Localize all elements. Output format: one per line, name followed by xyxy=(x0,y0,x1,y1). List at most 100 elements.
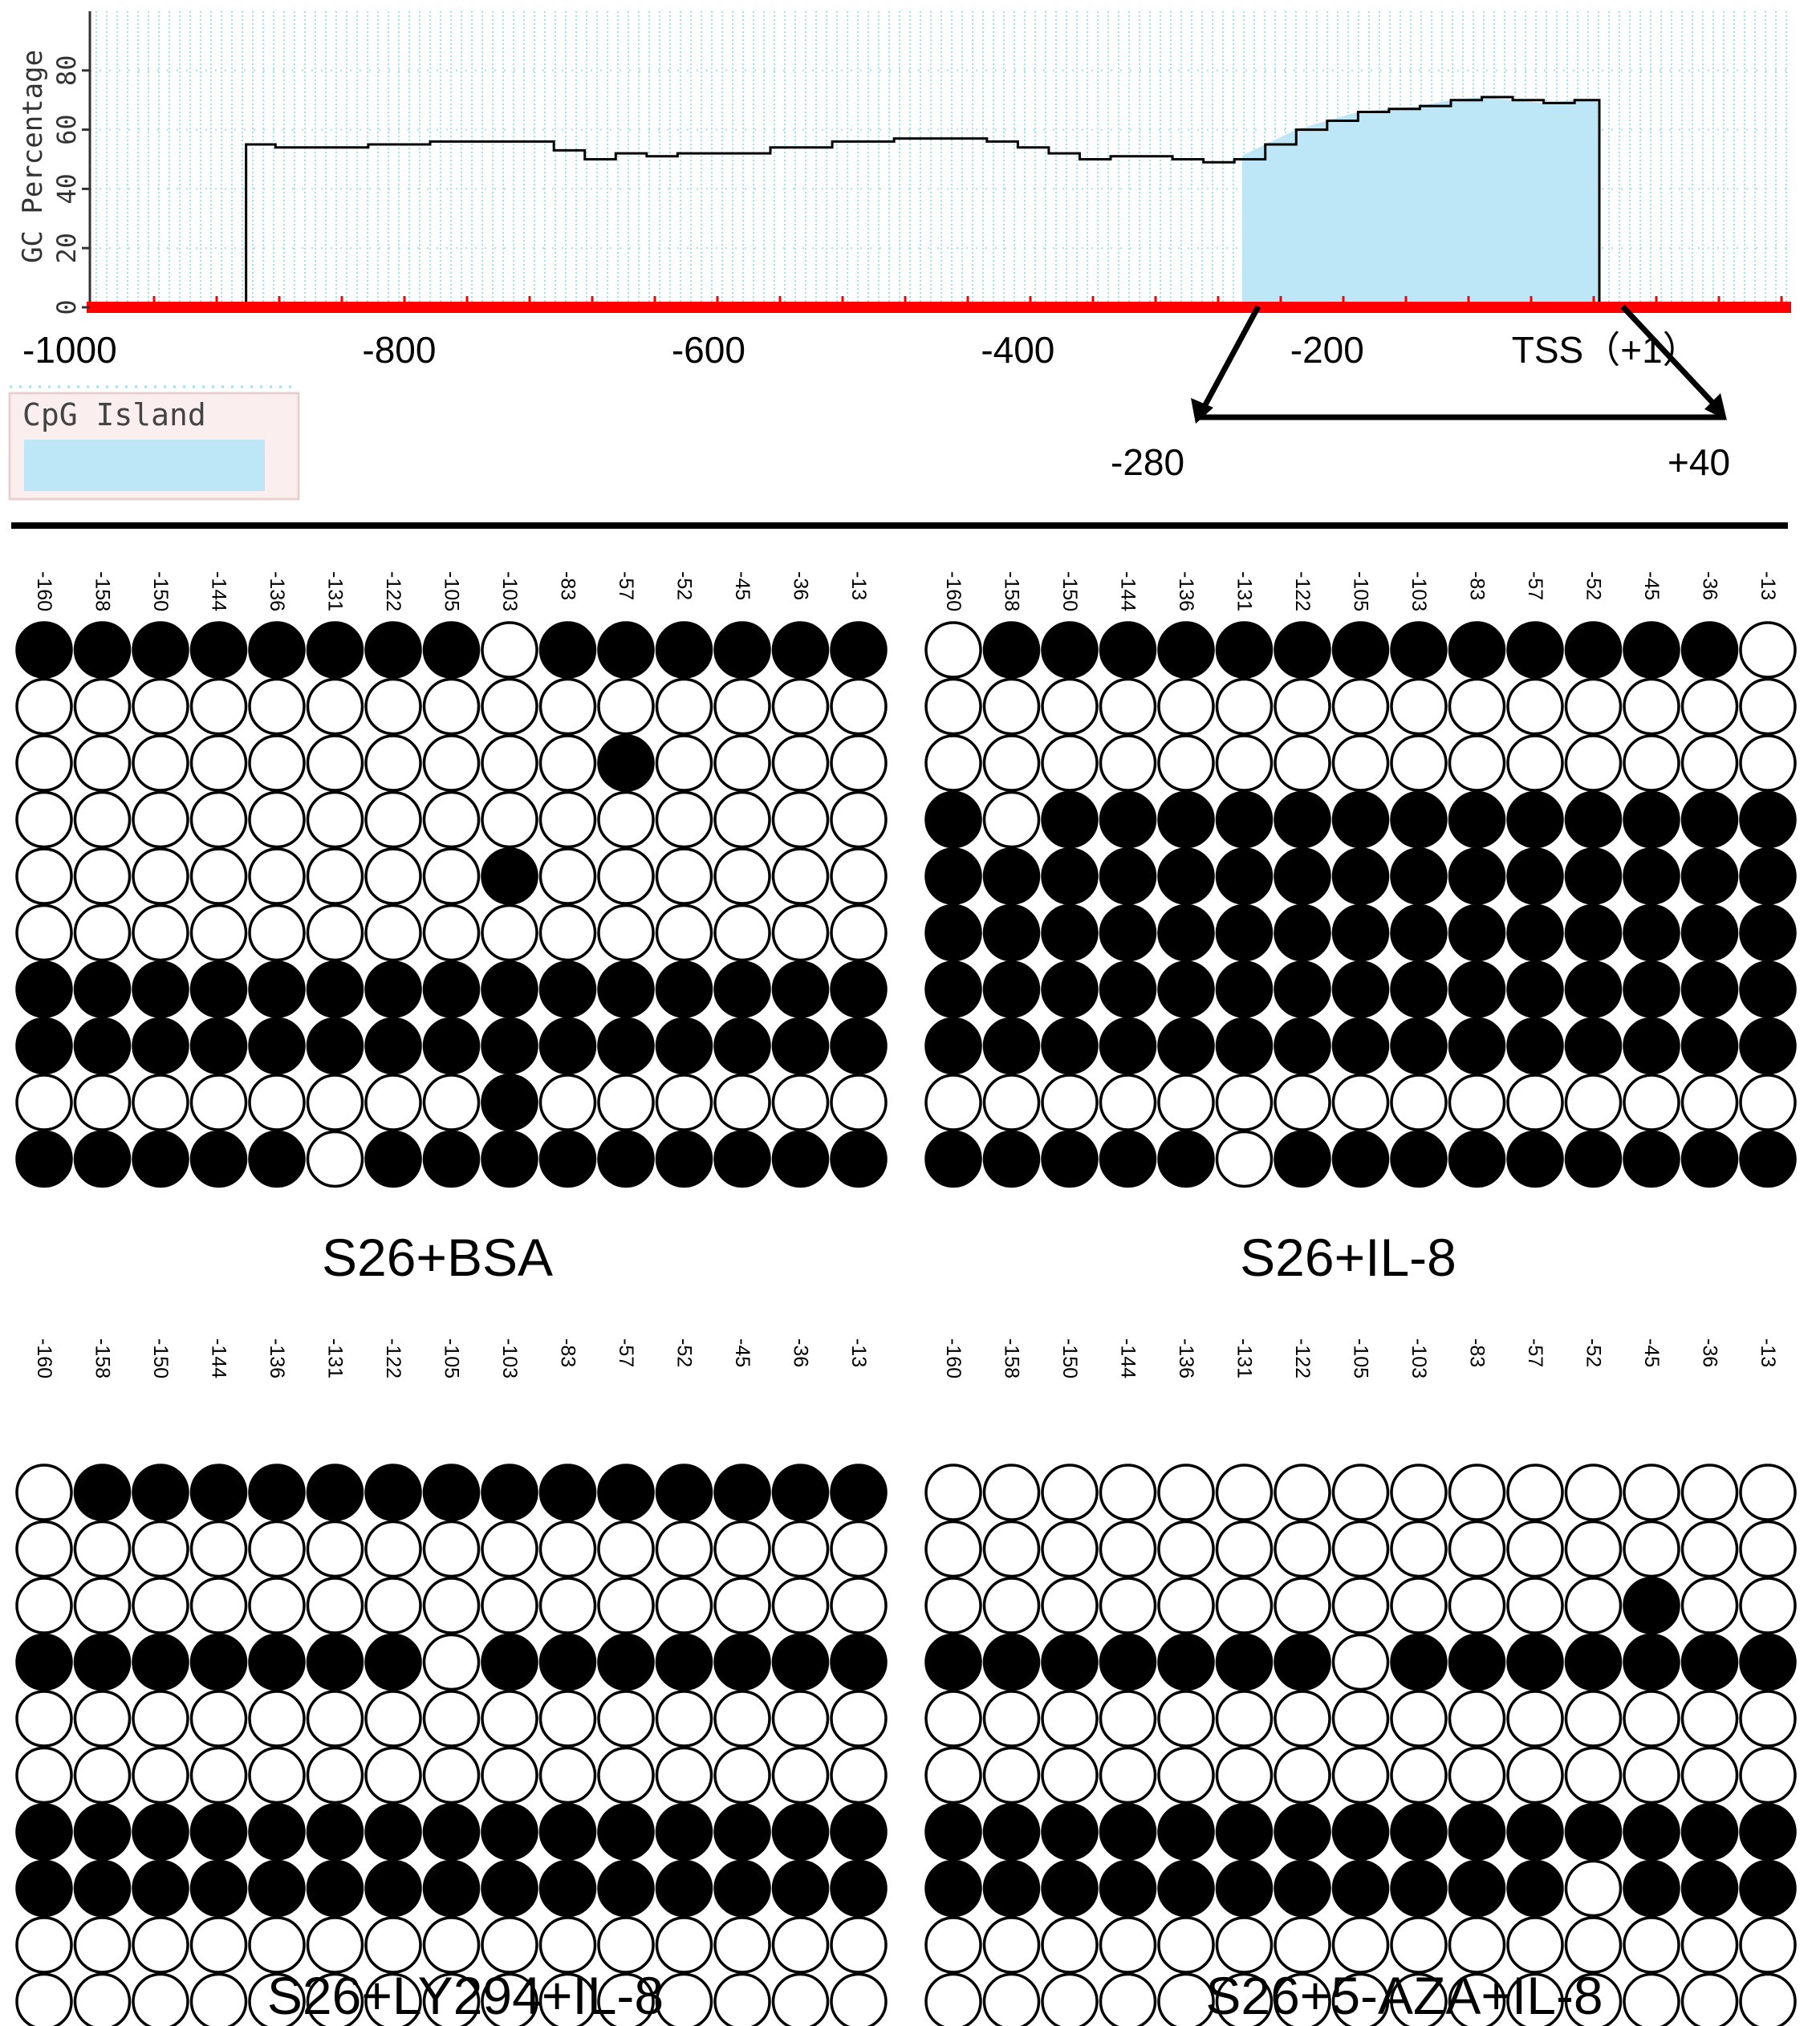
unmethylated-cpg xyxy=(982,1577,1041,1634)
unmethylated-cpg xyxy=(1564,1520,1623,1578)
unmethylated-cpg xyxy=(538,1577,597,1634)
unmethylated-cpg xyxy=(597,1577,655,1634)
methylated-cpg xyxy=(1623,1859,1680,1918)
unmethylated-cpg xyxy=(1739,677,1797,736)
unmethylated-cpg xyxy=(1739,1746,1797,1805)
methylated-cpg xyxy=(248,1803,306,1861)
methylated-cpg xyxy=(73,1633,132,1691)
methylated-cpg xyxy=(1274,903,1331,962)
unmethylated-cpg xyxy=(713,1520,771,1578)
unmethylated-cpg xyxy=(1274,1916,1331,1974)
unmethylated-cpg xyxy=(1331,1074,1390,1131)
methylated-cpg xyxy=(132,960,189,1018)
region-end-label: +40 xyxy=(1668,441,1730,483)
cpg-site-label: -45 xyxy=(1640,1338,1663,1367)
cpg-site-label: -36 xyxy=(1699,571,1721,600)
methylated-cpg xyxy=(1448,790,1506,849)
unmethylated-cpg xyxy=(830,1972,888,2026)
unmethylated-cpg xyxy=(1041,1074,1099,1131)
unmethylated-cpg xyxy=(1041,677,1099,736)
methylated-cpg xyxy=(924,960,982,1018)
methylated-cpg xyxy=(1506,1633,1564,1691)
methylated-cpg xyxy=(1157,1859,1215,1918)
region-start-label: -280 xyxy=(1111,441,1184,483)
unmethylated-cpg xyxy=(1215,1130,1274,1188)
unmethylated-cpg xyxy=(1506,734,1564,792)
unmethylated-cpg xyxy=(713,1916,771,1974)
methylated-cpg xyxy=(422,621,481,679)
unmethylated-cpg xyxy=(1680,1972,1739,2026)
unmethylated-cpg xyxy=(1739,1464,1797,1521)
unmethylated-cpg xyxy=(771,903,830,962)
unmethylated-cpg xyxy=(1506,677,1564,736)
unmethylated-cpg xyxy=(830,1520,888,1578)
methylated-cpg xyxy=(655,1464,713,1521)
unmethylated-cpg xyxy=(924,1916,982,1974)
methylated-cpg xyxy=(1564,1633,1623,1691)
unmethylated-cpg xyxy=(132,1577,189,1634)
unmethylated-cpg xyxy=(481,1690,538,1748)
methylated-cpg xyxy=(1506,1130,1564,1188)
methylated-cpg xyxy=(1274,1130,1331,1188)
gc-x-ticks: -1000 -800 -600 -400 -200 TSS（+1） xyxy=(22,329,1700,371)
unmethylated-cpg xyxy=(1680,1916,1739,1974)
methylated-cpg xyxy=(1739,1803,1797,1861)
unmethylated-cpg xyxy=(15,1690,73,1748)
unmethylated-cpg xyxy=(1157,1972,1215,2026)
methylated-cpg xyxy=(189,1859,248,1918)
cpg-site-label: -136 xyxy=(1175,571,1197,611)
methylated-cpg xyxy=(1506,1017,1564,1075)
unmethylated-cpg xyxy=(1099,1074,1157,1131)
region-arrowhead-right xyxy=(1704,393,1727,420)
gc-grid xyxy=(90,11,1791,307)
unmethylated-cpg xyxy=(713,677,771,736)
unmethylated-cpg xyxy=(15,847,73,905)
unmethylated-cpg xyxy=(1041,1746,1099,1805)
unmethylated-cpg xyxy=(771,790,830,849)
unmethylated-cpg xyxy=(538,677,597,736)
panel-3: -160 -158 -150 -144 -136 -131 -122 -105 -103 -83 -… xyxy=(15,1338,888,2026)
unmethylated-cpg xyxy=(1215,677,1274,736)
unmethylated-cpg xyxy=(1215,1520,1274,1578)
methylated-cpg xyxy=(830,960,888,1018)
unmethylated-cpg xyxy=(1739,1916,1797,1974)
unmethylated-cpg xyxy=(481,677,538,736)
methylated-cpg xyxy=(248,1859,306,1918)
unmethylated-cpg xyxy=(248,1690,306,1748)
unmethylated-cpg xyxy=(1331,734,1390,792)
unmethylated-cpg xyxy=(1157,1464,1215,1521)
unmethylated-cpg xyxy=(771,734,830,792)
methylated-cpg xyxy=(1680,903,1739,962)
unmethylated-cpg xyxy=(713,1577,771,1634)
unmethylated-cpg xyxy=(597,1972,655,2026)
unmethylated-cpg xyxy=(1448,1916,1506,1974)
methylated-cpg xyxy=(1448,1017,1506,1075)
unmethylated-cpg xyxy=(1739,1972,1797,2026)
region-arrowhead-left xyxy=(1191,398,1213,424)
methylated-cpg xyxy=(306,1633,364,1691)
unmethylated-cpg xyxy=(1099,734,1157,792)
methylated-cpg xyxy=(538,960,597,1018)
unmethylated-cpg xyxy=(830,847,888,905)
methylated-cpg xyxy=(248,960,306,1018)
unmethylated-cpg xyxy=(1274,1972,1331,2026)
methylated-cpg xyxy=(1506,1859,1564,1918)
region-arrow-right xyxy=(1620,304,1720,410)
unmethylated-cpg xyxy=(364,1520,422,1578)
methylated-cpg xyxy=(73,1130,132,1188)
unmethylated-cpg xyxy=(189,790,248,849)
unmethylated-cpg xyxy=(306,1690,364,1748)
unmethylated-cpg xyxy=(422,734,481,792)
unmethylated-cpg xyxy=(189,1520,248,1578)
unmethylated-cpg xyxy=(1390,1520,1448,1578)
cpg-site-label: -105 xyxy=(441,571,463,611)
cpg-site-label: -158 xyxy=(1001,571,1023,611)
methylated-cpg xyxy=(1506,960,1564,1018)
unmethylated-cpg xyxy=(132,1690,189,1748)
methylated-cpg xyxy=(1157,621,1215,679)
unmethylated-cpg xyxy=(73,1690,132,1748)
unmethylated-cpg xyxy=(538,1916,597,1974)
unmethylated-cpg xyxy=(1623,1746,1680,1805)
methylated-cpg xyxy=(1448,1859,1506,1918)
x-tick-label: -1000 xyxy=(22,329,117,371)
